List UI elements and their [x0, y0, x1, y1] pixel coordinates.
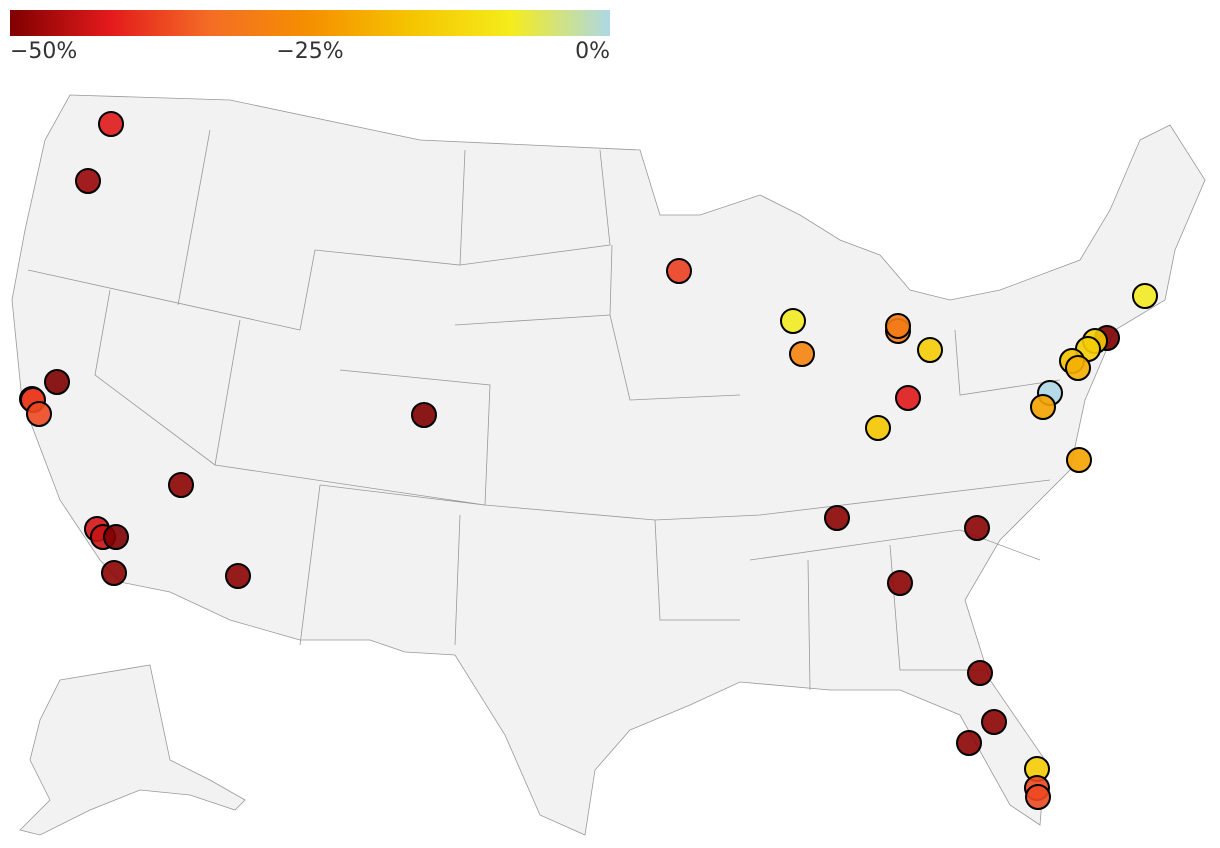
colorbar-tick-label: −25%	[276, 39, 343, 64]
colorbar	[10, 10, 610, 36]
city-dot	[981, 709, 1007, 735]
city-dot	[865, 415, 891, 441]
city-dot	[1066, 447, 1092, 473]
city-dot	[411, 402, 437, 428]
city-dot	[887, 570, 913, 596]
city-dot	[917, 337, 943, 363]
city-dot	[885, 313, 911, 339]
city-dot	[956, 730, 982, 756]
city-dot	[44, 369, 70, 395]
city-dot	[780, 308, 806, 334]
city-dot	[824, 505, 850, 531]
city-dot	[666, 258, 692, 284]
city-dot	[26, 401, 52, 427]
state-borders	[27, 129, 1061, 691]
city-dot	[168, 472, 194, 498]
city-dot	[75, 168, 101, 194]
city-dot	[1030, 394, 1056, 420]
city-dot	[964, 515, 990, 541]
city-dot	[895, 385, 921, 411]
city-dot	[98, 111, 124, 137]
city-dot	[225, 563, 251, 589]
us-outline	[11, 94, 1206, 836]
city-dot	[1132, 283, 1158, 309]
colorbar-tick-label: 0%	[575, 39, 610, 64]
city-dot	[967, 660, 993, 686]
city-dot	[789, 341, 815, 367]
city-dot	[101, 560, 127, 586]
city-dot	[103, 524, 129, 550]
alaska	[19, 664, 246, 836]
colorbar-tick-label: −50%	[10, 39, 77, 64]
city-dot	[1065, 355, 1091, 381]
city-dot	[1025, 784, 1051, 810]
